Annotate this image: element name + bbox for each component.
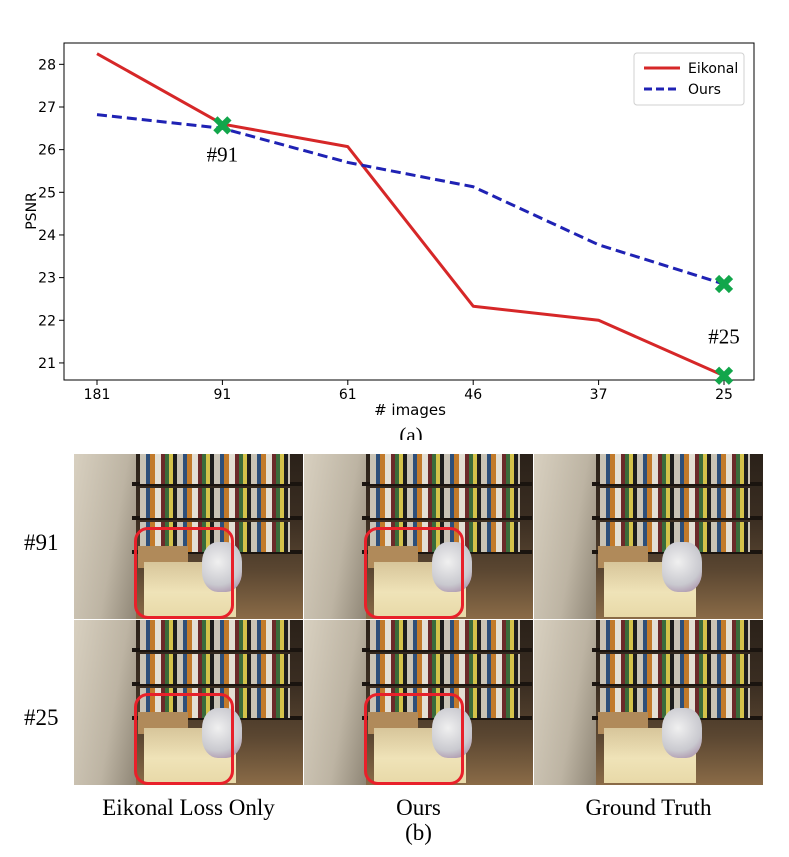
x-tick-label: 181 (84, 387, 111, 403)
y-tick-label: 21 (38, 356, 56, 372)
legend-label-eikonal: Eikonal (688, 61, 738, 77)
y-axis-label: PSNR (24, 192, 40, 230)
image-eikonal-91 (74, 454, 303, 619)
column-label-ground-truth: Ground Truth (585, 795, 712, 820)
highlight-box (134, 693, 234, 785)
image-ours-25 (304, 620, 533, 785)
caption-a: (a) (399, 423, 422, 440)
y-tick-label: 27 (38, 100, 56, 116)
series-line-eikonal (96, 52, 725, 378)
image-ground-truth-91 (534, 454, 763, 619)
x-tick-label: 25 (715, 387, 733, 403)
row-label-25: #25 (24, 705, 59, 730)
y-tick-label: 28 (38, 57, 56, 73)
highlight-box (134, 527, 234, 619)
highlight-marker (213, 116, 232, 135)
legend: Eikonal Ours (633, 52, 745, 106)
marker-label: #25 (708, 325, 740, 349)
image-ours-91 (304, 454, 533, 619)
x-tick-label: 37 (590, 387, 608, 403)
highlight-box (364, 527, 464, 619)
plot-frame (63, 42, 755, 381)
y-tick-label: 22 (38, 313, 56, 329)
image-ground-truth-25 (534, 620, 763, 785)
image-eikonal-25 (74, 620, 303, 785)
highlight-marker (714, 366, 734, 385)
legend-label-ours: Ours (688, 82, 721, 98)
y-tick-label: 25 (38, 185, 56, 201)
column-label-ours: Ours (396, 795, 441, 820)
highlight-marker (714, 274, 734, 294)
marker-label: #91 (207, 142, 239, 166)
y-tick-label: 23 (38, 271, 56, 287)
y-tick-label: 26 (38, 143, 56, 159)
x-tick-label: 61 (339, 387, 357, 403)
series-line-ours (96, 113, 725, 286)
column-label-eikonal: Eikonal Loss Only (102, 795, 275, 820)
legend-frame (633, 52, 745, 106)
x-tick-label: 91 (213, 387, 231, 403)
caption-b: (b) (405, 820, 432, 845)
highlight-box (364, 693, 464, 785)
y-tick-label: 24 (38, 228, 56, 244)
psnr-line-chart: 21 22 23 24 25 26 27 28 181 91 61 46 37 25 #91 #25 PS… (24, 42, 755, 440)
x-axis-label: # images (374, 401, 446, 419)
x-tick-label: 46 (464, 387, 482, 403)
row-label-91: #91 (24, 530, 59, 555)
